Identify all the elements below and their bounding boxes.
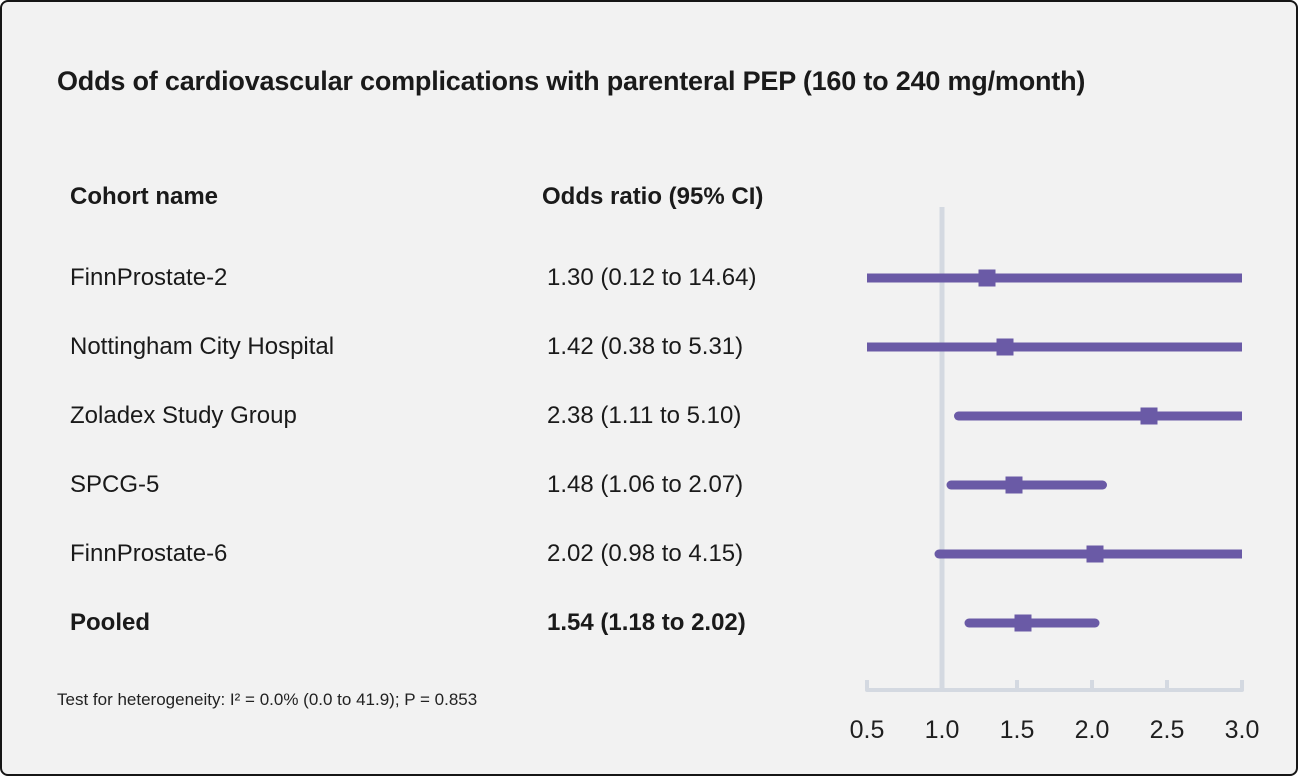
x-tick-label: 1.0 — [925, 716, 960, 744]
cohort-name-cell: SPCG-5 — [70, 471, 160, 498]
heterogeneity-footnote: Test for heterogeneity: I² = 0.0% (0.0 t… — [57, 690, 478, 709]
ci-cap-low — [964, 618, 974, 628]
x-tick-label: 1.5 — [1000, 716, 1035, 744]
chart-title: Odds of cardiovascular complications wit… — [57, 66, 1086, 96]
odds-ratio-cell: 1.30 (0.12 to 14.64) — [547, 264, 757, 291]
ci-cap-high — [1090, 618, 1100, 628]
point-estimate-marker — [1014, 614, 1032, 632]
ci-cap-low — [946, 480, 956, 490]
point-estimate-marker — [1140, 407, 1158, 425]
odds-ratio-cell: 2.38 (1.11 to 5.10) — [547, 402, 742, 429]
ci-cap-high — [1098, 480, 1107, 490]
ci-cap-low — [934, 549, 944, 559]
cohort-name-column-header: Cohort name — [70, 183, 219, 210]
ci-cap-low — [954, 411, 963, 421]
point-estimate-marker — [996, 338, 1014, 356]
point-estimate-marker — [1005, 476, 1023, 494]
point-estimate-marker — [1086, 545, 1104, 563]
point-estimate-marker — [978, 269, 996, 287]
cohort-name-cell: FinnProstate-6 — [70, 540, 228, 567]
x-tick-label: 2.0 — [1075, 716, 1110, 744]
odds-ratio-cell: 1.48 (1.06 to 2.07) — [547, 471, 744, 498]
cohort-name-cell: Nottingham City Hospital — [70, 333, 335, 360]
cohort-name-cell: FinnProstate-2 — [70, 264, 228, 291]
x-tick-label: 2.5 — [1150, 716, 1185, 744]
cohort-name-cell: Pooled — [70, 609, 151, 636]
x-tick-label: 0.5 — [850, 716, 885, 744]
x-tick-label: 3.0 — [1225, 716, 1260, 744]
forest-plot-canvas: 0.5 1.0 1.5 2.0 2.5 3.0 — [850, 207, 1260, 744]
odds-ratio-cell: 2.02 (0.98 to 4.15) — [547, 540, 744, 567]
cohort-name-cell: Zoladex Study Group — [70, 402, 297, 429]
odds-ratio-column-header: Odds ratio (95% CI) — [542, 183, 764, 210]
odds-ratio-cell: 1.42 (0.38 to 5.31) — [547, 333, 744, 360]
x-axis — [865, 680, 1244, 692]
odds-ratio-cell: 1.54 (1.18 to 2.02) — [547, 609, 746, 636]
